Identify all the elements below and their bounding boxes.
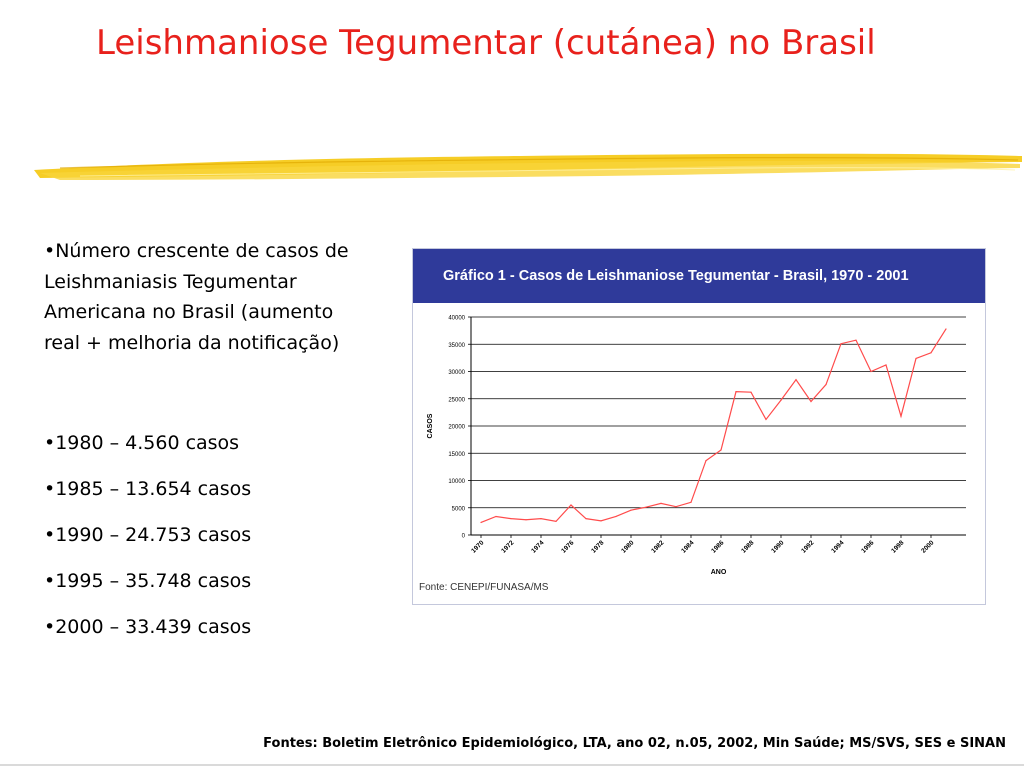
bullet-item: •1990 – 24.753 casos — [44, 524, 252, 546]
bullet-item: •1985 – 13.654 casos — [44, 478, 252, 500]
data-point — [840, 343, 842, 345]
data-point — [510, 518, 512, 520]
data-point — [885, 364, 887, 366]
x-tick-label: 1998 — [890, 539, 905, 554]
y-tick-label: 5000 — [452, 506, 466, 512]
y-axis-label: CASOS — [427, 413, 434, 438]
x-tick-label: 1992 — [800, 539, 815, 554]
bottom-divider — [0, 764, 1024, 766]
y-tick-label: 30000 — [448, 370, 465, 376]
data-point — [615, 515, 617, 518]
data-point — [690, 501, 692, 503]
data-point — [705, 459, 707, 462]
y-tick-label: 35000 — [448, 343, 465, 349]
data-point — [480, 521, 482, 524]
chart-panel: Gráfico 1 - Casos de Leishmaniose Tegume… — [412, 248, 986, 605]
data-point — [945, 328, 947, 330]
data-point — [675, 506, 677, 508]
data-point — [735, 391, 737, 393]
x-tick-label: 1976 — [560, 539, 575, 554]
data-point — [750, 391, 752, 393]
data-point — [600, 520, 602, 522]
bullet-item: •Número crescente de casos de Leishmania… — [44, 240, 349, 354]
data-point — [720, 449, 722, 451]
x-tick-label: 1980 — [620, 539, 635, 554]
bullet-item: •2000 – 33.439 casos — [44, 616, 252, 638]
y-tick-label: 15000 — [448, 452, 465, 458]
data-point — [855, 339, 857, 341]
data-point — [810, 400, 812, 403]
x-tick-label: 1986 — [710, 539, 725, 554]
y-tick-label: 0 — [462, 534, 466, 540]
x-tick-label: 1996 — [860, 539, 875, 554]
data-point — [825, 383, 827, 386]
data-point — [585, 518, 587, 520]
data-point — [660, 502, 662, 504]
x-tick-label: 1994 — [830, 539, 845, 554]
data-point — [900, 415, 902, 417]
data-point — [525, 519, 527, 521]
data-point — [495, 515, 497, 518]
x-tick-label: 2000 — [920, 539, 935, 554]
series-line — [480, 328, 947, 524]
bullet-list: •Número crescente de casos de Leishmania… — [44, 236, 374, 650]
x-tick-label: 1988 — [740, 539, 755, 554]
bullet-item: •1980 – 4.560 casos — [44, 432, 240, 454]
data-point — [780, 399, 782, 401]
x-tick-label: 1970 — [470, 539, 485, 554]
data-point — [930, 352, 932, 354]
data-point — [570, 504, 572, 506]
data-point — [795, 379, 797, 381]
data-point — [630, 509, 632, 511]
chart-source: Fonte: CENEPI/FUNASA/MS — [419, 582, 549, 593]
x-tick-label: 1982 — [650, 539, 665, 554]
x-axis-label: ANO — [711, 569, 727, 576]
x-tick-label: 1984 — [680, 539, 695, 554]
data-point — [870, 370, 872, 373]
line-chart: 0 5000 10000 15000 20000 25000 30000 35000 40000… — [427, 316, 966, 576]
y-tick-label: 25000 — [448, 397, 465, 403]
data-point — [540, 518, 542, 520]
data-point — [645, 506, 647, 508]
y-tick-label: 40000 — [448, 316, 465, 322]
y-tick-label: 10000 — [448, 479, 465, 485]
data-point — [555, 520, 557, 522]
x-tick-label: 1974 — [530, 539, 545, 554]
chart-title: Gráfico 1 - Casos de Leishmaniose Tegume… — [413, 249, 985, 303]
y-tick-label: 20000 — [448, 425, 465, 431]
footer-sources: Fontes: Boletim Eletrônico Epidemiológic… — [263, 736, 1006, 751]
x-tick-label: 1972 — [500, 539, 515, 554]
slide-title: Leishmaniose Tegumentar (cutánea) no Bra… — [96, 23, 876, 63]
x-tick-label: 1990 — [770, 539, 785, 554]
bullet-item: •1995 – 35.748 casos — [44, 570, 252, 592]
yellow-brush-stroke — [34, 153, 1022, 180]
data-point — [915, 357, 917, 360]
data-point — [765, 418, 767, 421]
x-tick-label: 1978 — [590, 539, 605, 554]
